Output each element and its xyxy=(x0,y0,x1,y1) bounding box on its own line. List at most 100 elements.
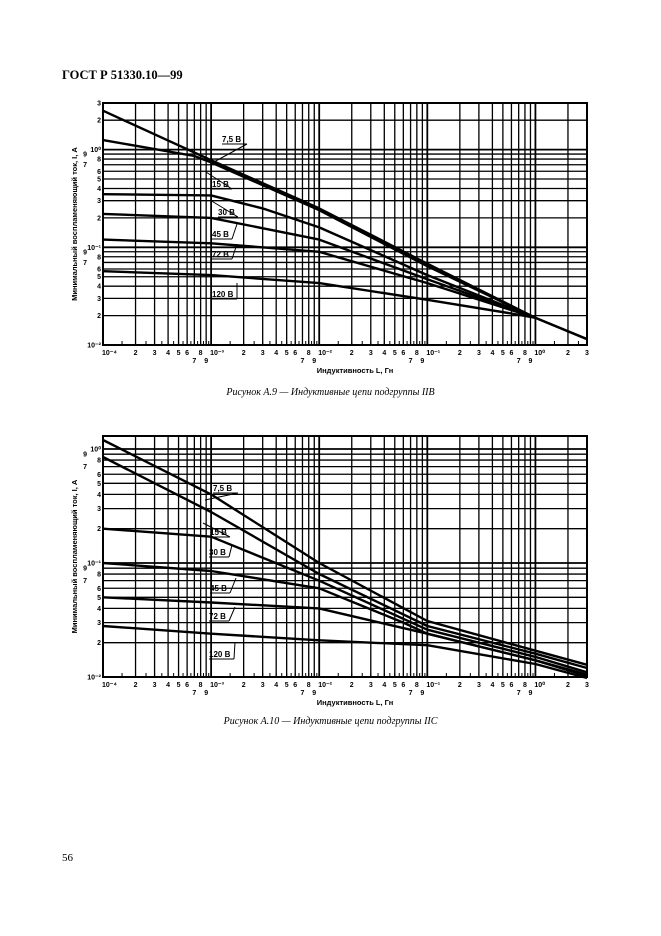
x-tick-label: 4 xyxy=(382,682,386,689)
y-tick-label: 8 xyxy=(97,157,101,164)
y-tick-label: 2 xyxy=(97,640,101,647)
x-tick-label: 6 xyxy=(185,682,189,689)
series-label-leader xyxy=(202,522,231,538)
x-tick-label: 7 xyxy=(192,358,196,365)
y-tick-label: 5 xyxy=(97,274,101,281)
x-tick-label: 10⁰ xyxy=(534,349,545,357)
y-tick-label: 10⁻² xyxy=(87,343,101,350)
series-label: 45 В xyxy=(212,230,229,239)
series-label: 120 В xyxy=(209,650,231,659)
x-tick-label: 8 xyxy=(199,682,203,689)
y-tick-label: 4 xyxy=(97,492,101,499)
series-label-leader xyxy=(231,243,238,260)
x-tick-label: 2 xyxy=(242,350,246,357)
y-axis-title: Минимальный воспламеняющий ток, I, А xyxy=(70,479,79,633)
series-label-leader xyxy=(205,171,233,190)
x-tick-label: 2 xyxy=(134,350,138,357)
y-tick-label: 5 xyxy=(97,481,101,488)
x-tick-label: 5 xyxy=(177,350,181,357)
series-line-3 xyxy=(102,193,536,319)
series-label-leader xyxy=(228,606,236,622)
y-tick-label: 8 xyxy=(97,254,101,261)
x-tick-label: 7 xyxy=(301,358,305,365)
y-tick-label: 3 xyxy=(97,296,101,303)
y-tick-label: 4 xyxy=(97,186,101,193)
x-tick-label: 10⁻¹ xyxy=(426,350,440,357)
x-tick-label: 8 xyxy=(415,350,419,357)
x-tick-label: 8 xyxy=(415,682,419,689)
y-tick-label: 5 xyxy=(97,177,101,184)
document-header: ГОСТ Р 51330.10—99 xyxy=(62,68,183,82)
x-tick-label: 4 xyxy=(274,682,278,689)
x-tick-label: 2 xyxy=(134,682,138,689)
x-tick-label: 3 xyxy=(369,350,373,357)
series-label: 72 В xyxy=(212,250,229,259)
x-tick-label: 7 xyxy=(409,690,413,697)
y-tick-label: 2 xyxy=(97,215,101,222)
x-tick-label: 8 xyxy=(523,682,527,689)
x-tick-label: 9 xyxy=(420,358,424,365)
x-tick-label: 2 xyxy=(458,682,462,689)
plot-frame xyxy=(102,102,588,346)
x-tick-label: 9 xyxy=(312,358,316,365)
y-tick-label: 7 xyxy=(83,260,87,267)
x-tick-label: 2 xyxy=(350,350,354,357)
y-tick-label: 6 xyxy=(97,266,101,273)
x-tick-label: 9 xyxy=(204,358,208,365)
x-tick-label: 8 xyxy=(307,682,311,689)
y-tick-label: 5 xyxy=(97,595,101,602)
x-tick-label: 3 xyxy=(585,350,589,357)
figure-caption-a9: Рисунок А.9 — Индуктивные цепи подгруппы… xyxy=(226,387,435,398)
y-tick-label: 6 xyxy=(97,169,101,176)
page-number: 56 xyxy=(62,852,73,864)
y-tick-label: 2 xyxy=(97,118,101,125)
x-tick-label: 4 xyxy=(274,350,278,357)
series-label-leader xyxy=(228,544,233,558)
x-tick-label: 8 xyxy=(307,350,311,357)
x-tick-label: 6 xyxy=(293,682,297,689)
y-tick-label: 8 xyxy=(97,458,101,465)
x-tick-label: 10⁻³ xyxy=(210,682,224,689)
x-tick-label: 10⁻² xyxy=(318,682,332,689)
y-axis-title: Минимальный воспламеняющий ток, I, А xyxy=(70,147,79,301)
series-line-5 xyxy=(102,596,588,678)
x-tick-label: 2 xyxy=(242,682,246,689)
y-tick-label: 3 xyxy=(97,620,101,627)
series-line-4 xyxy=(102,561,588,676)
series-label-leader xyxy=(231,223,238,240)
x-tick-label: 9 xyxy=(204,690,208,697)
x-tick-label: 3 xyxy=(261,682,265,689)
y-tick-label: 9 xyxy=(83,249,87,256)
series-label-leader xyxy=(204,492,239,501)
y-tick-label: 6 xyxy=(97,586,101,593)
x-tick-label: 5 xyxy=(285,350,289,357)
y-tick-label: 4 xyxy=(97,284,101,291)
x-tick-label: 2 xyxy=(566,350,570,357)
series-label: 7,5 В xyxy=(213,484,232,493)
x-tick-label: 7 xyxy=(192,690,196,697)
x-tick-label: 5 xyxy=(177,682,181,689)
x-tick-label: 3 xyxy=(153,350,157,357)
x-tick-label: 4 xyxy=(166,682,170,689)
y-tick-label: 10⁻² xyxy=(87,675,101,682)
x-tick-label: 9 xyxy=(312,690,316,697)
y-tick-label: 8 xyxy=(97,572,101,579)
x-tick-label: 6 xyxy=(509,350,513,357)
series-line-4 xyxy=(102,212,536,319)
x-tick-label: 10⁻³ xyxy=(210,350,224,357)
y-tick-label: 7 xyxy=(83,578,87,585)
x-tick-label: 3 xyxy=(477,350,481,357)
series-label-leader xyxy=(209,199,239,218)
series-label-leader xyxy=(211,143,248,164)
series-label: 7,5 В xyxy=(222,135,241,144)
x-tick-label: 4 xyxy=(490,682,494,689)
y-tick-label: 9 xyxy=(83,452,87,459)
x-tick-label: 8 xyxy=(199,350,203,357)
series-line-3 xyxy=(102,527,588,674)
series-label: 15 В xyxy=(210,528,227,537)
x-tick-label: 10⁻² xyxy=(318,350,332,357)
x-tick-label: 10⁻⁴ xyxy=(102,350,117,357)
x-tick-label: 4 xyxy=(166,350,170,357)
figure-caption-a10: Рисунок А.10 — Индуктивные цепи подгрупп… xyxy=(223,716,438,727)
